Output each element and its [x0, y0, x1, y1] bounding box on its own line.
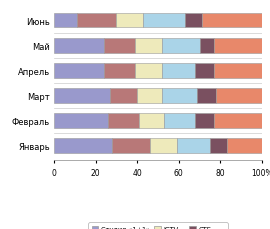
Bar	[162, 39, 200, 53]
Bar	[214, 114, 262, 128]
Bar	[54, 14, 77, 28]
Bar	[195, 114, 214, 128]
Bar	[177, 139, 210, 153]
Bar	[116, 14, 143, 28]
Bar	[104, 39, 135, 53]
Bar	[108, 114, 139, 128]
Bar	[112, 139, 150, 153]
Bar	[150, 139, 177, 153]
Bar	[54, 114, 108, 128]
Bar	[54, 139, 112, 153]
Bar	[77, 14, 116, 28]
Bar	[214, 64, 262, 78]
Bar	[162, 64, 195, 78]
Bar	[185, 14, 202, 28]
Bar	[110, 89, 137, 103]
Bar	[200, 39, 214, 53]
Bar	[214, 39, 262, 53]
Bar	[216, 89, 262, 103]
Bar	[162, 89, 197, 103]
Bar	[210, 139, 227, 153]
Bar	[137, 89, 162, 103]
Bar	[139, 114, 164, 128]
Bar	[164, 114, 195, 128]
Bar	[195, 64, 214, 78]
Bar	[104, 64, 135, 78]
Bar	[143, 14, 185, 28]
Bar	[135, 39, 162, 53]
Legend: Студия «1+1», Новый канал, ICTV, Интер, СТБ, Прочие: Студия «1+1», Новый канал, ICTV, Интер, …	[88, 222, 228, 229]
Bar	[227, 139, 262, 153]
Bar	[54, 39, 104, 53]
Bar	[202, 14, 262, 28]
Bar	[197, 89, 216, 103]
Bar	[54, 64, 104, 78]
Bar	[54, 89, 110, 103]
Bar	[135, 64, 162, 78]
